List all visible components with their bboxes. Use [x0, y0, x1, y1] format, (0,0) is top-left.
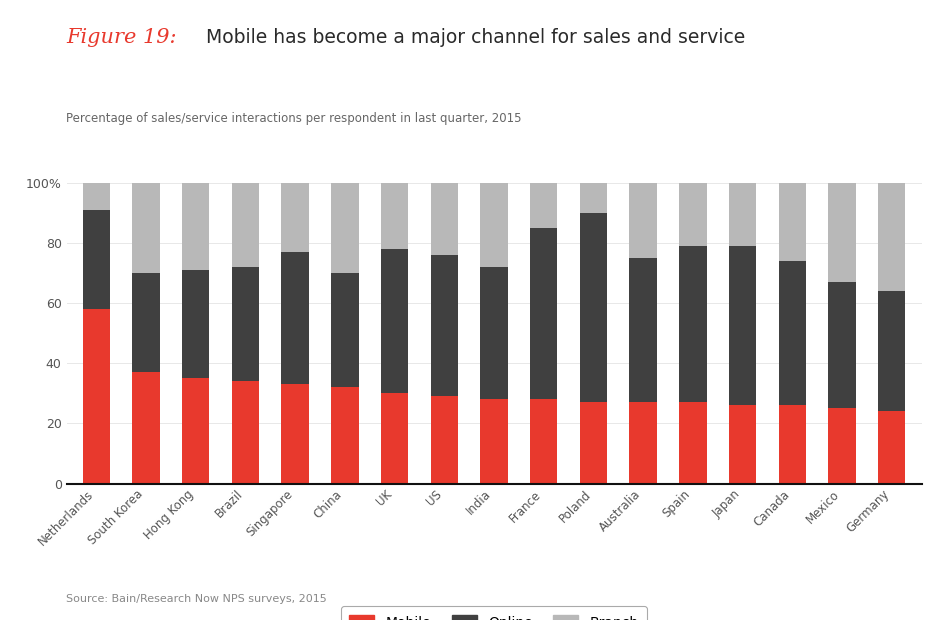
Bar: [580, 183, 607, 213]
Bar: [630, 402, 656, 484]
Text: Mobile has become a major channel for sales and service: Mobile has become a major channel for sa…: [200, 28, 745, 47]
Bar: [481, 267, 507, 399]
Bar: [580, 402, 607, 484]
Bar: [828, 282, 856, 409]
Bar: [232, 267, 259, 381]
Bar: [332, 183, 358, 273]
Bar: [182, 270, 209, 378]
Bar: [281, 183, 309, 252]
Bar: [430, 255, 458, 396]
Bar: [132, 273, 160, 372]
Bar: [630, 258, 656, 402]
Bar: [779, 183, 806, 261]
Bar: [630, 183, 656, 258]
Text: Source: Bain/Research Now NPS surveys, 2015: Source: Bain/Research Now NPS surveys, 2…: [66, 595, 327, 604]
Bar: [878, 183, 905, 291]
Bar: [281, 384, 309, 484]
Bar: [530, 399, 558, 484]
Bar: [132, 372, 160, 484]
Bar: [530, 183, 558, 228]
Bar: [182, 183, 209, 270]
Text: Figure 19:: Figure 19:: [66, 28, 177, 47]
Bar: [232, 183, 259, 267]
Bar: [332, 388, 358, 484]
Bar: [580, 213, 607, 402]
Bar: [878, 411, 905, 484]
Bar: [481, 183, 507, 267]
Bar: [83, 210, 110, 309]
Bar: [281, 252, 309, 384]
Bar: [729, 405, 756, 484]
Bar: [381, 183, 408, 249]
Bar: [779, 261, 806, 405]
Bar: [679, 246, 707, 402]
Bar: [132, 183, 160, 273]
Bar: [381, 249, 408, 393]
Bar: [83, 183, 110, 210]
Bar: [232, 381, 259, 484]
Bar: [679, 402, 707, 484]
Bar: [83, 309, 110, 484]
Legend: Mobile, Online, Branch: Mobile, Online, Branch: [341, 606, 647, 620]
Bar: [729, 246, 756, 405]
Bar: [779, 405, 806, 484]
Bar: [182, 378, 209, 484]
Bar: [530, 228, 558, 399]
Bar: [430, 396, 458, 484]
Bar: [828, 409, 856, 484]
Bar: [828, 183, 856, 282]
Bar: [430, 183, 458, 255]
Bar: [878, 291, 905, 411]
Bar: [332, 273, 358, 388]
Bar: [481, 399, 507, 484]
Bar: [729, 183, 756, 246]
Bar: [381, 393, 408, 484]
Bar: [679, 183, 707, 246]
Text: Percentage of sales/service interactions per respondent in last quarter, 2015: Percentage of sales/service interactions…: [66, 112, 522, 125]
